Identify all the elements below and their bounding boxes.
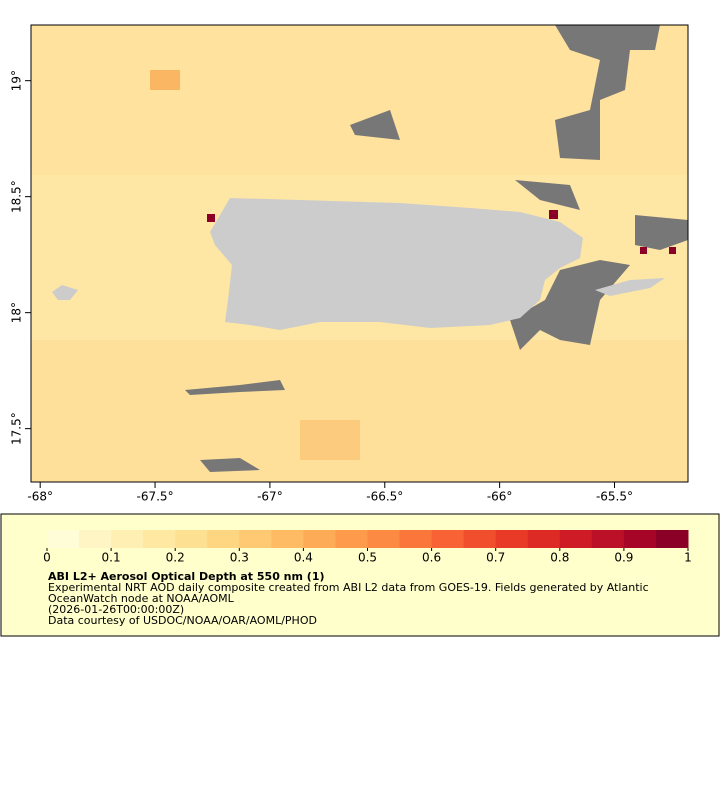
colorbar-step: [207, 530, 240, 548]
high-aod-pixel: [669, 247, 676, 254]
colorbar-step: [111, 530, 144, 548]
legend-description: OceanWatch node at NOAA/AOML: [48, 592, 235, 605]
y-tick-label: 17.5°: [10, 412, 24, 445]
cloud-mask: [185, 380, 285, 395]
high-aod-pixel: [207, 214, 215, 222]
land-mona: [52, 285, 78, 300]
cloud-mask: [515, 180, 580, 210]
x-tick-label: -67.5°: [137, 490, 174, 504]
aod-texture: [31, 340, 688, 482]
x-tick-label: -66°: [487, 490, 513, 504]
colorbar-step: [79, 530, 112, 548]
colorbar-step: [623, 530, 657, 548]
colorbar-step: [559, 530, 593, 548]
colorbar-step: [303, 530, 336, 548]
colorbar-tick-label: 0.6: [422, 551, 441, 565]
colorbar-step: [175, 530, 208, 548]
cloud-mask: [200, 458, 260, 472]
land-vieques: [595, 278, 665, 296]
y-tick-label: 18.5°: [10, 180, 24, 213]
colorbar-step: [463, 530, 497, 548]
colorbar-step: [239, 530, 272, 548]
cloud-mask: [635, 215, 688, 250]
cloud-mask: [510, 260, 630, 350]
colorbar-step: [431, 530, 465, 548]
colorbar-tick-label: 0.1: [102, 551, 121, 565]
x-tick-label: -66.5°: [366, 490, 403, 504]
high-aod-pixel: [640, 247, 647, 254]
land-puerto-rico: [210, 198, 583, 330]
colorbar-step: [367, 530, 401, 548]
axes: -68° -67.5° -67° -66.5° -66° -65.5° 17.5° 18° 18…: [10, 70, 634, 503]
colorbar-step: [47, 530, 80, 548]
colorbar: 0 0.1 0.2 0.3 0.4 0.5 0.6 0.7 0.8 0.9 1: [43, 530, 692, 565]
colorbar-step: [399, 530, 433, 548]
colorbar-tick-label: 0.7: [486, 551, 505, 565]
y-tick-label: 19°: [10, 70, 24, 91]
colorbar-step: [527, 530, 561, 548]
colorbar-tick-label: 0.3: [230, 551, 249, 565]
colorbar-step: [495, 530, 529, 548]
x-tick-label: -67°: [257, 490, 283, 504]
colorbar-tick-label: 0.2: [166, 551, 185, 565]
colorbar-step: [143, 530, 176, 548]
cloud-mask: [555, 25, 660, 160]
colorbar-tick-label: 0: [43, 551, 51, 565]
colorbar-tick-label: 1: [684, 551, 692, 565]
colorbar-tick-label: 0.8: [550, 551, 569, 565]
map-field: [30, 24, 689, 483]
high-aod-pixel: [549, 210, 558, 219]
legend-title: ABI L2+ Aerosol Optical Depth at 550 nm …: [48, 570, 325, 583]
colorbar-tick-label: 0.4: [294, 551, 313, 565]
x-tick-label: -65.5°: [596, 490, 633, 504]
legend-description: Experimental NRT AOD daily composite cre…: [48, 581, 649, 594]
legend-description: Data courtesy of USDOC/NOAA/OAR/AOML/PHO…: [48, 614, 317, 627]
colorbar-tick-label: 0.9: [614, 551, 633, 565]
x-tick-label: -68°: [27, 490, 53, 504]
legend-description: (2026-01-26T00:00:00Z): [48, 603, 184, 616]
cloud-mask: [350, 110, 400, 140]
colorbar-step: [271, 530, 304, 548]
y-tick-label: 18°: [10, 302, 24, 323]
colorbar-step: [591, 530, 625, 548]
colorbar-tick-label: 0.5: [358, 551, 377, 565]
colorbar-step: [655, 530, 689, 548]
aod-patch: [150, 70, 180, 90]
colorbar-step: [335, 530, 368, 548]
map-frame: [30, 24, 689, 483]
aod-patch: [300, 420, 360, 460]
